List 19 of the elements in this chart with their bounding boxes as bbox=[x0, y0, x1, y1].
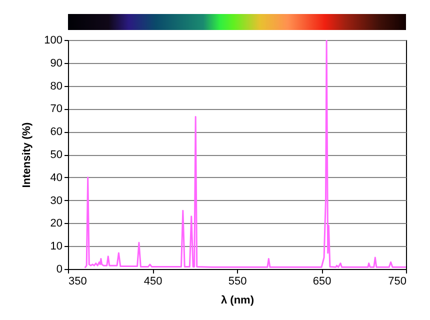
line-series bbox=[84, 40, 406, 269]
x-axis-title: λ (nm) bbox=[221, 294, 254, 306]
y-axis-title: Intensity (%) bbox=[21, 122, 34, 188]
y-tick-label: 100 bbox=[44, 34, 62, 46]
y-tick-label: 50 bbox=[50, 149, 62, 161]
x-tick-label: 450 bbox=[144, 276, 162, 288]
y-tick-label: 0 bbox=[56, 264, 62, 276]
y-tick-label: 20 bbox=[50, 218, 62, 230]
y-tick-label: 80 bbox=[50, 80, 62, 92]
y-tick-label: 70 bbox=[50, 103, 62, 116]
x-tick-label: 650 bbox=[312, 276, 332, 288]
y-tick-label: 40 bbox=[50, 172, 62, 184]
x-tick-label: 550 bbox=[228, 276, 247, 288]
x-tick-label: 350 bbox=[68, 276, 87, 288]
x-tick-label: 750 bbox=[388, 276, 406, 288]
y-tick-label: 30 bbox=[50, 194, 62, 207]
y-tick-label: 90 bbox=[50, 57, 62, 70]
y-tick-label: 60 bbox=[50, 126, 62, 138]
y-tick-label: 10 bbox=[50, 240, 62, 253]
